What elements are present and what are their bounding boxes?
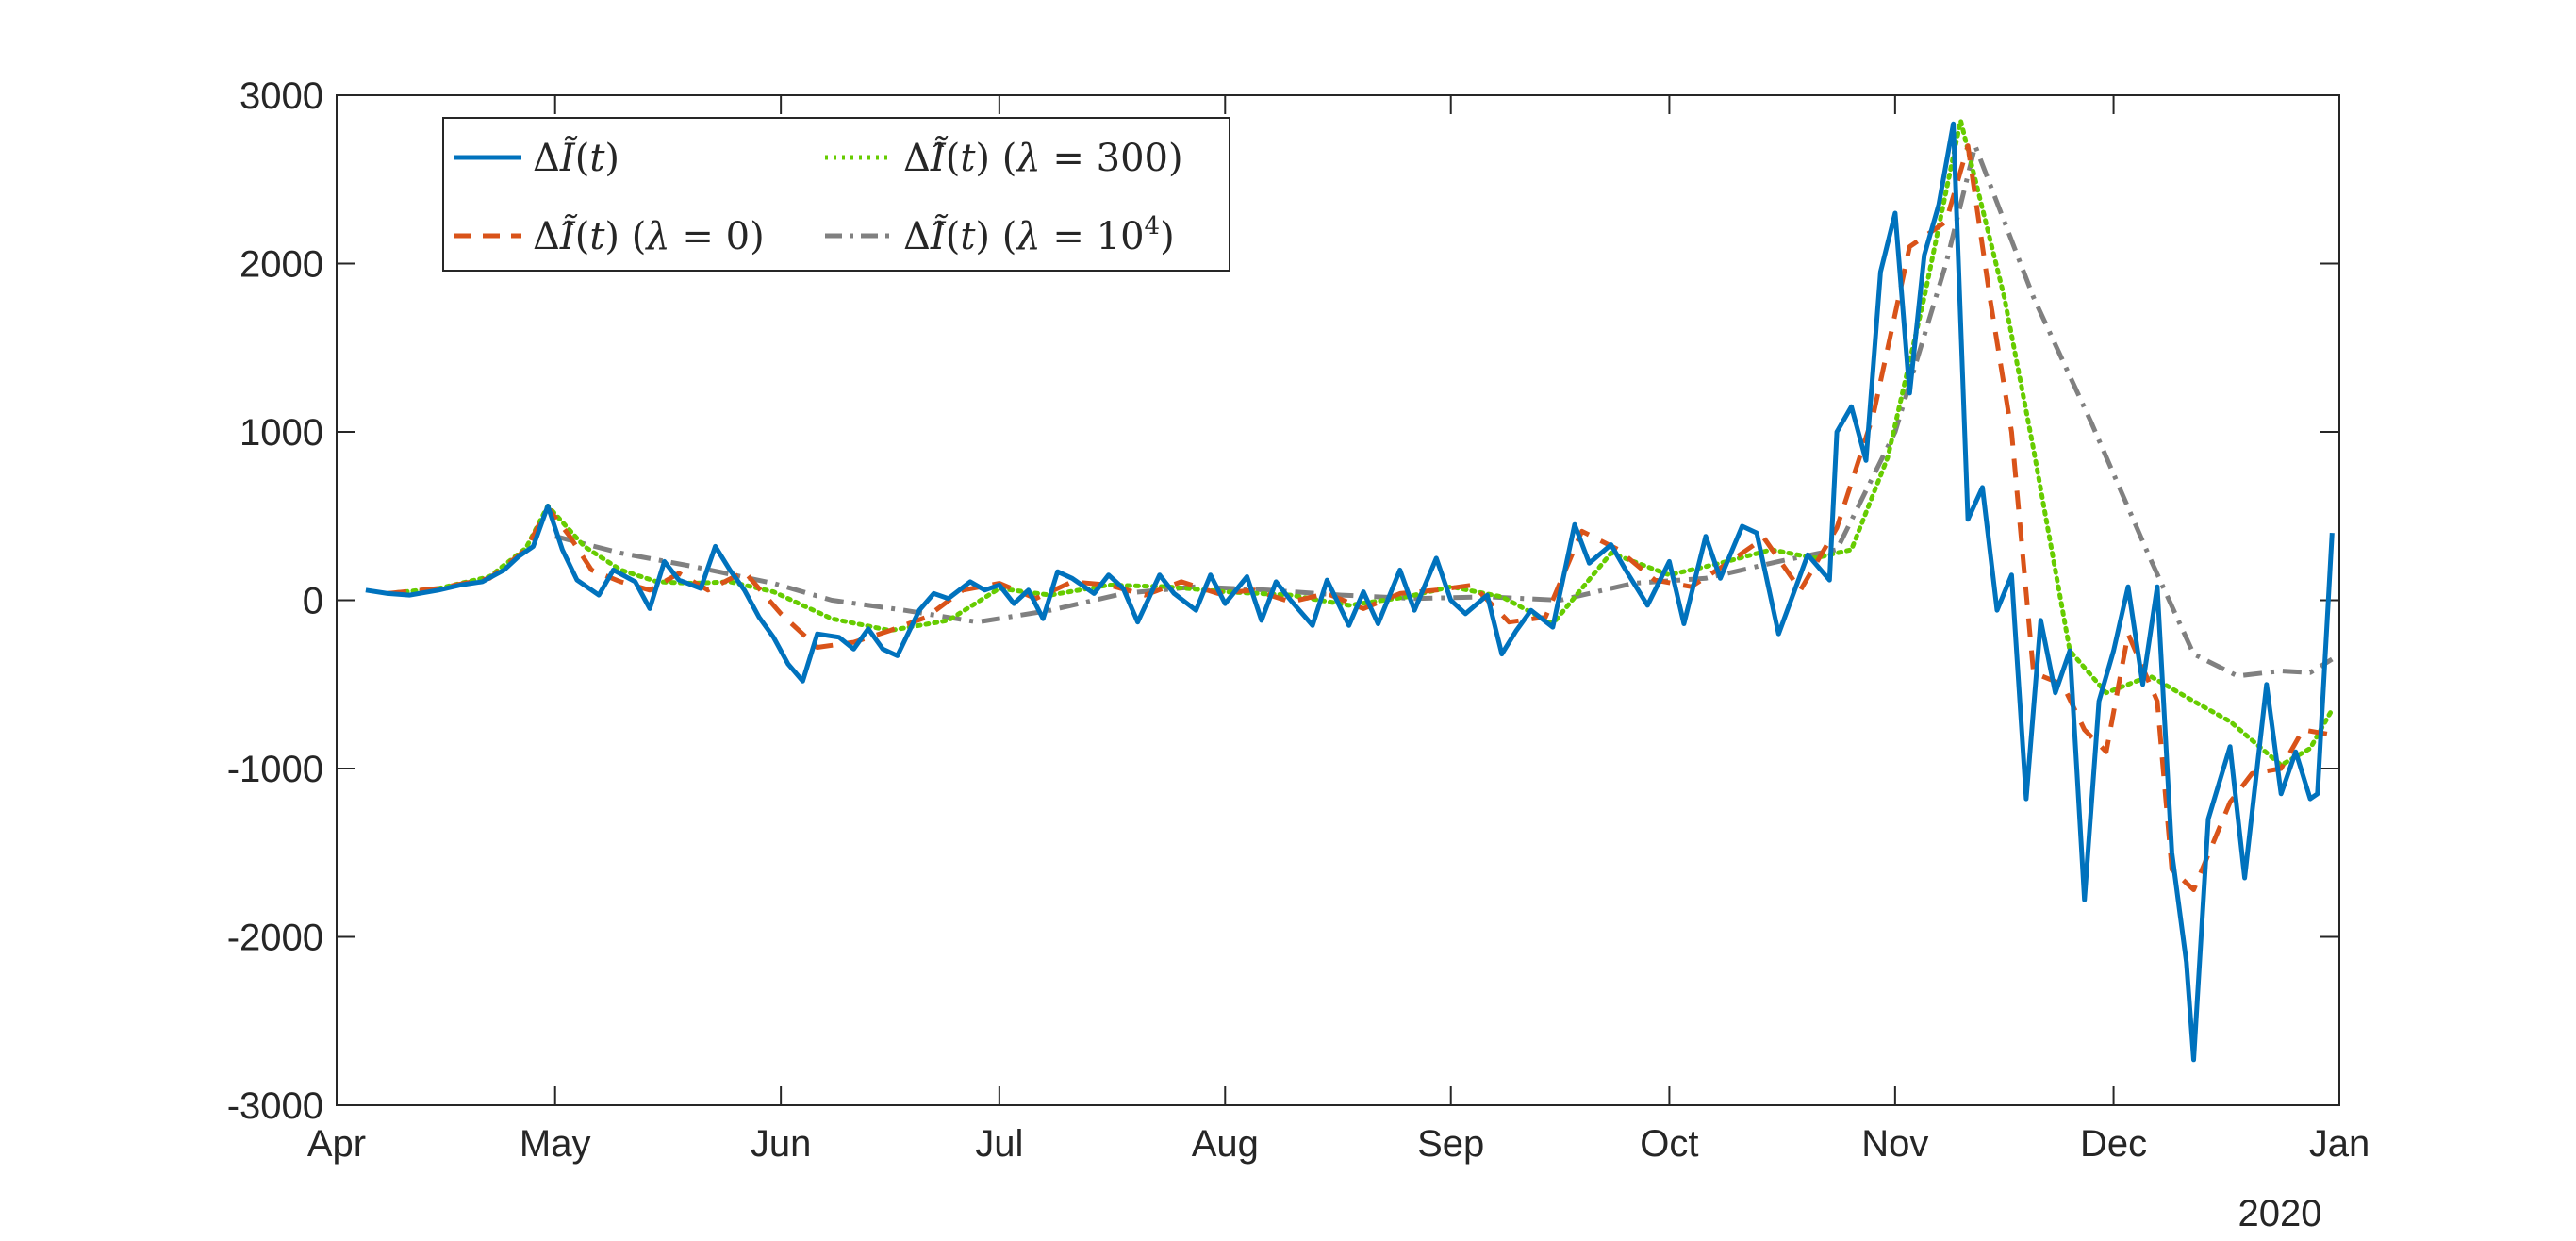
- x-axis: Apr May Jun Jul Aug Sep Oct Nov Dec Jan: [307, 95, 2370, 1165]
- x-tick-label: Jan: [2309, 1123, 2370, 1165]
- x-tick-label: Nov: [1861, 1123, 1928, 1165]
- series-line-3: [554, 143, 2334, 679]
- x-tick-label: Dec: [2080, 1123, 2147, 1165]
- legend-label: ΔĨ(t): [533, 136, 619, 180]
- legend-entry-lambda-1e4: ΔĨ̂(t) (λ = 104): [825, 212, 1175, 258]
- x-tick-label: Jun: [751, 1123, 812, 1165]
- y-tick-label: -2000: [227, 918, 323, 959]
- y-tick-label: 1000: [239, 412, 323, 454]
- x-tick-label: Jul: [975, 1123, 1023, 1165]
- y-tick-label: -1000: [227, 749, 323, 790]
- x-axis-year-label: 2020: [2238, 1193, 2322, 1234]
- series-line-0: [365, 121, 2335, 1063]
- x-tick-label: Aug: [1192, 1123, 1259, 1165]
- series-layer: [365, 118, 2335, 1063]
- series-line-1: [387, 143, 2333, 892]
- y-axis: -3000 -2000 -1000 0 1000 2000 3000: [227, 75, 2339, 1127]
- legend: ΔĨ(t) ΔĨ̂(t) (λ = 0) ΔĨ̂(t) (λ = 300) ΔĨ…: [442, 117, 1230, 272]
- legend-label: ΔĨ̂(t) (λ = 0): [533, 214, 765, 258]
- legend-entry-observed: ΔĨ(t): [454, 136, 619, 180]
- y-tick-label: -3000: [227, 1085, 323, 1127]
- x-tick-label: Sep: [1417, 1123, 1484, 1165]
- y-tick-label: 2000: [239, 244, 323, 286]
- x-tick-label: Apr: [307, 1123, 366, 1165]
- legend-label: ΔĨ̂(t) (λ = 104): [903, 212, 1175, 258]
- x-tick-label: May: [520, 1123, 591, 1165]
- legend-label: ΔĨ̂(t) (λ = 300): [903, 136, 1183, 180]
- x-tick-label: Oct: [1640, 1123, 1698, 1165]
- legend-entry-lambda-0: ΔĨ̂(t) (λ = 0): [454, 214, 765, 258]
- y-tick-label: 0: [303, 581, 323, 622]
- y-tick-label: 3000: [239, 75, 323, 117]
- legend-entry-lambda-300: ΔĨ̂(t) (λ = 300): [825, 136, 1183, 180]
